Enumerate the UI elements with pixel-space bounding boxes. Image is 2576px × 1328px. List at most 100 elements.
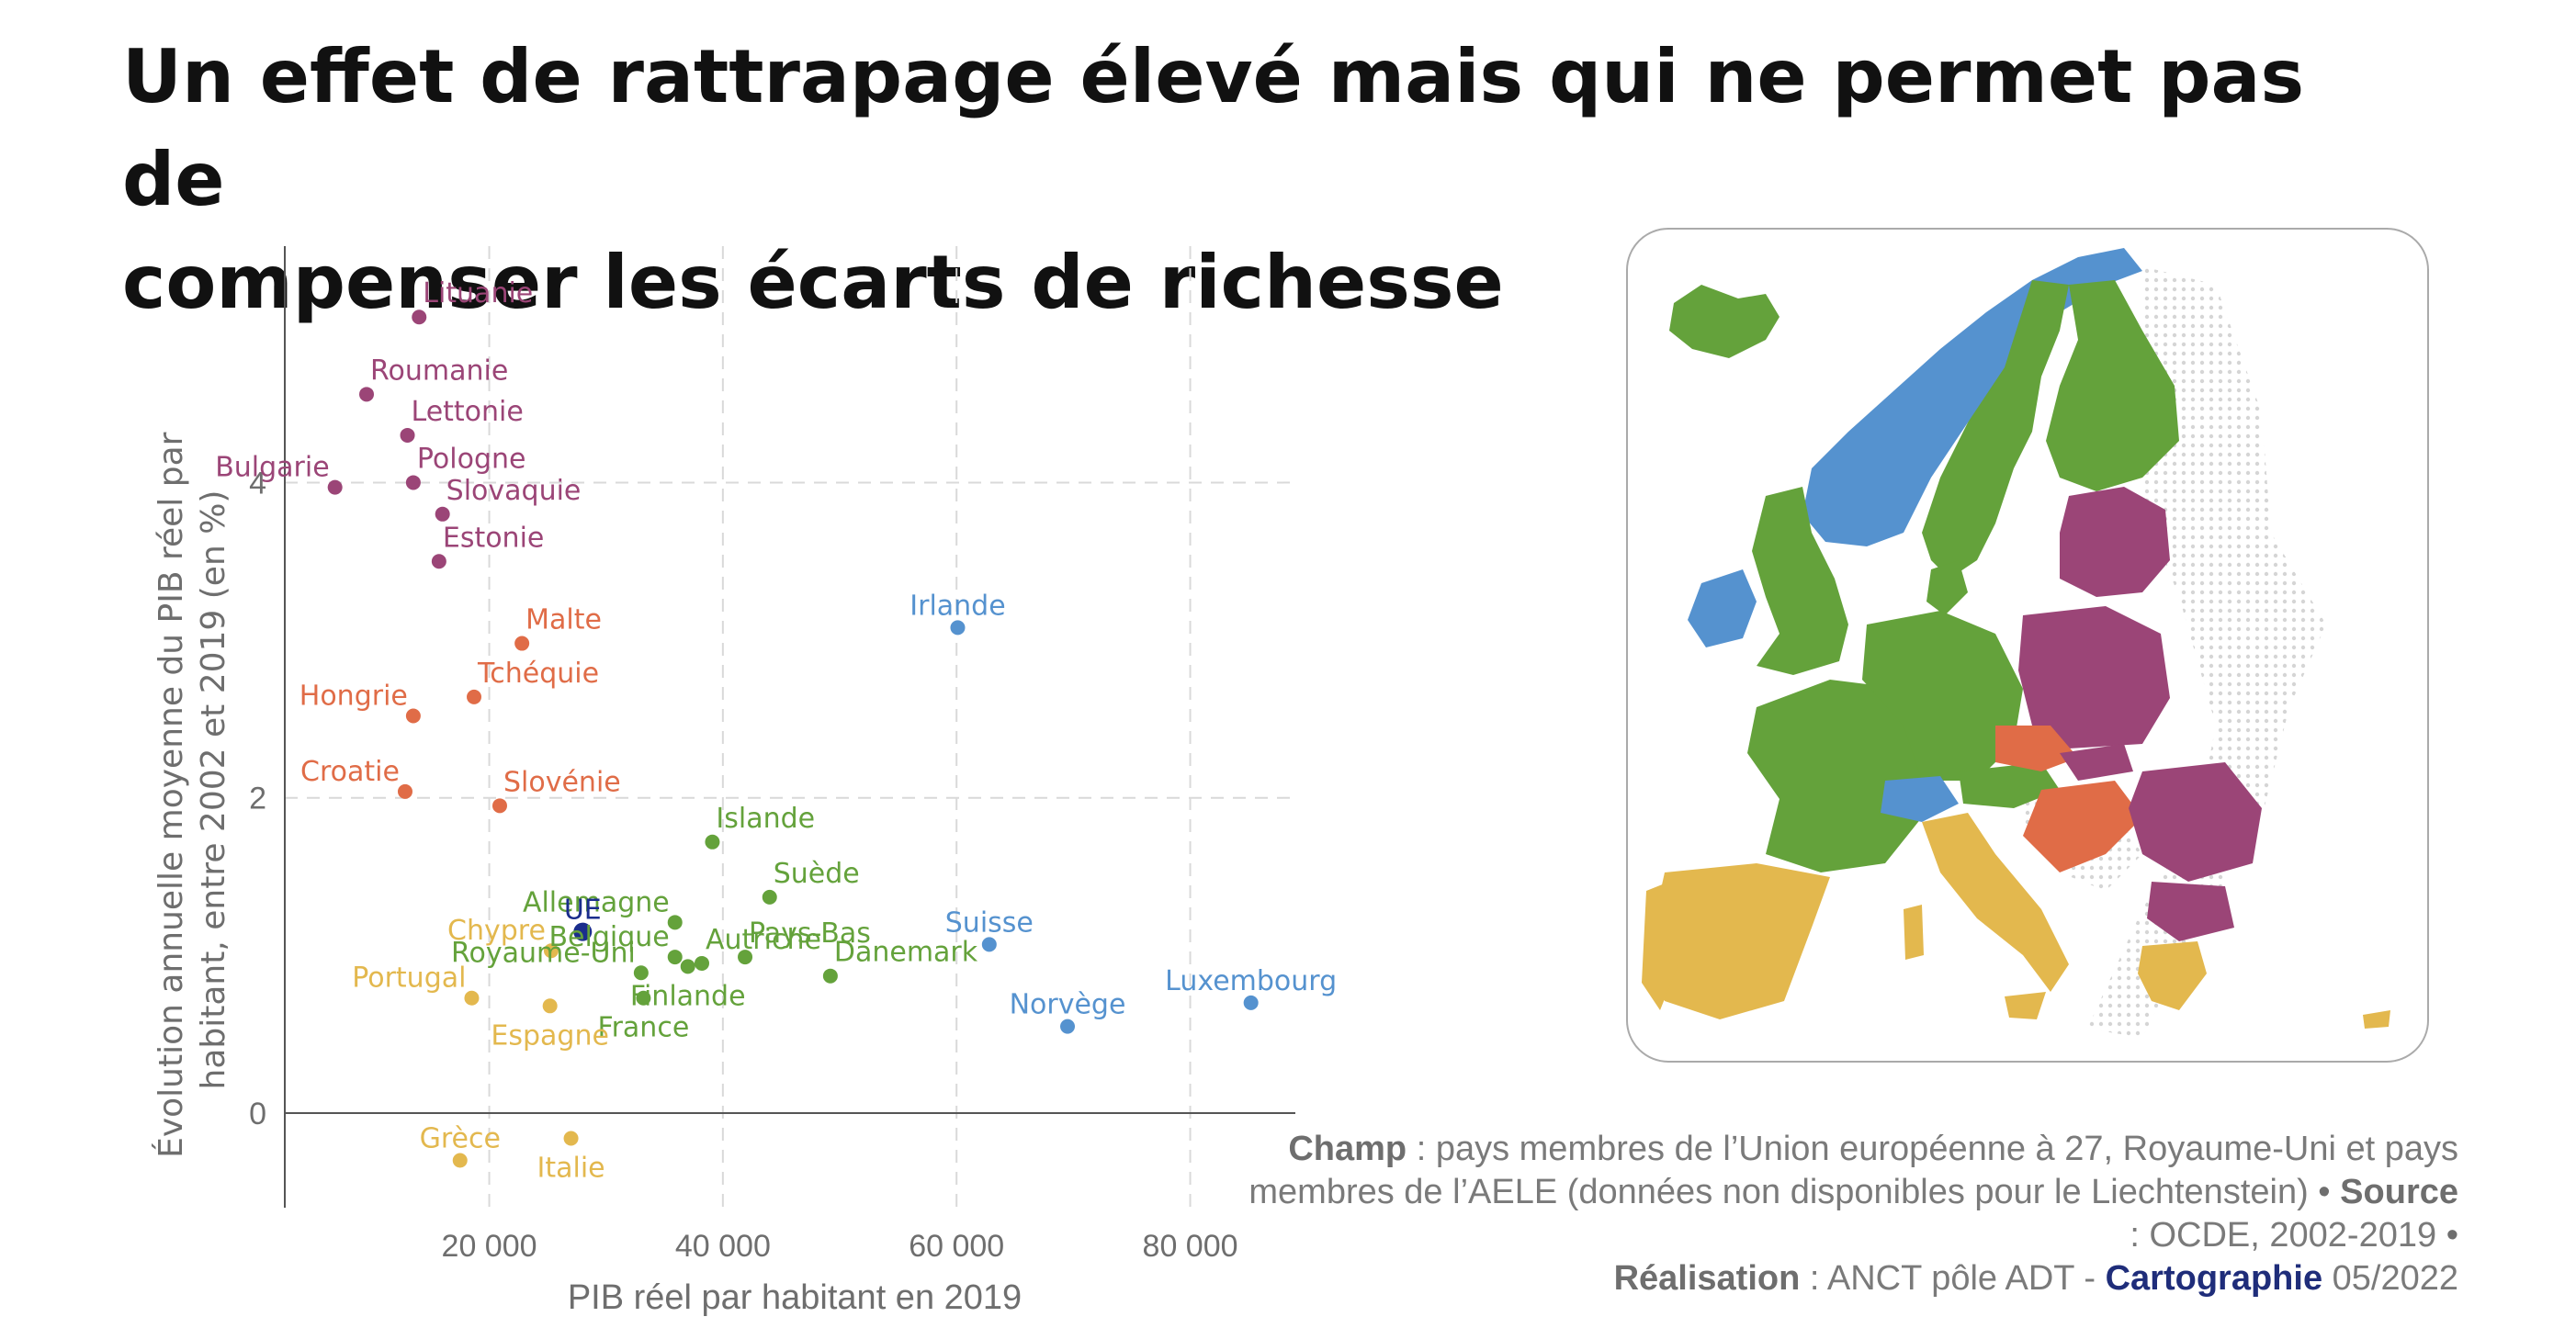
- point-ue: [573, 922, 593, 941]
- x-tick-label: 80 000: [1143, 1229, 1238, 1264]
- label-ue: UE: [564, 895, 602, 927]
- label-allemagne: Allemagne: [523, 886, 670, 918]
- point-pologne: [405, 475, 421, 490]
- map-portugal: [1642, 882, 1678, 1010]
- y-tick-label: 4: [249, 466, 266, 501]
- label-su-de: Suède: [774, 858, 860, 890]
- map-poland: [2018, 606, 2170, 748]
- point-islande: [705, 834, 720, 850]
- label-gr-ce: Grèce: [420, 1123, 501, 1155]
- point-slov-nie: [491, 798, 507, 814]
- map-baltics: [2060, 487, 2170, 597]
- label-roumanie: Roumanie: [370, 355, 508, 387]
- europe-map: [1642, 248, 2390, 1038]
- y-axis-label-line-1: Évolution annuelle moyenne du PIB réel p…: [152, 432, 190, 1158]
- point-tch-quie: [467, 689, 482, 704]
- point-luxembourg: [1243, 995, 1259, 1010]
- data-points: [327, 309, 1259, 1168]
- point-lituanie: [412, 309, 427, 325]
- label-slov-nie: Slovénie: [503, 766, 621, 798]
- point-chypre: [543, 943, 559, 959]
- label-pologne: Pologne: [417, 443, 526, 475]
- title-line-2: compenser les écarts de richesse: [122, 240, 1504, 325]
- label-malte: Malte: [525, 604, 602, 636]
- point-estonie: [431, 554, 446, 569]
- source-label: Source: [2340, 1173, 2458, 1211]
- point-italie: [563, 1131, 579, 1146]
- y-axis-label: Évolution annuelle moyenne du PIB réel p…: [152, 422, 232, 1158]
- map-italy: [1922, 813, 2069, 992]
- label-lettonie: Lettonie: [412, 396, 524, 428]
- point-slovaquie: [435, 506, 450, 522]
- point-portugal: [464, 990, 480, 1006]
- point-danemark: [822, 968, 838, 984]
- map-sweden: [1922, 280, 2069, 579]
- x-tick-label: 20 000: [442, 1229, 537, 1264]
- date-text: 05/2022: [2322, 1259, 2458, 1298]
- map-hungary-croatia-slovenia: [2023, 781, 2142, 872]
- tick-labels: 20 000 40 000 60 000 80 000 0 2 4: [249, 466, 1237, 1264]
- bullet-1: •: [2318, 1173, 2331, 1211]
- x-axis-label: PIB réel par habitant en 2019: [568, 1278, 1022, 1317]
- point-autriche: [694, 955, 709, 971]
- label-hongrie: Hongrie: [299, 680, 408, 712]
- point-roumanie: [359, 387, 375, 402]
- point-bulgarie: [327, 479, 343, 495]
- label-autriche: Autriche: [706, 924, 821, 956]
- y-tick-label: 0: [249, 1097, 266, 1131]
- axes: [284, 246, 1295, 1208]
- map-cyprus: [2363, 1010, 2390, 1029]
- map-czechia: [1995, 726, 2078, 771]
- label-belgique: Belgique: [548, 921, 669, 953]
- label-irlande: Irlande: [910, 590, 1005, 622]
- map-france: [1747, 680, 1931, 872]
- label-croatie: Croatie: [300, 756, 400, 788]
- map-benelux-germany: [1862, 611, 2023, 781]
- map-iceland: [1669, 285, 1779, 358]
- label-pays-bas: Pays-Bas: [749, 917, 871, 950]
- map-greece: [2138, 941, 2207, 1010]
- label-bulgarie: Bulgarie: [215, 452, 329, 484]
- map-denmark: [1926, 560, 1968, 615]
- europe-map-panel: [1626, 228, 2429, 1063]
- map-austria: [1959, 762, 2060, 808]
- label-france: France: [598, 1012, 690, 1044]
- point-finlande: [680, 959, 695, 974]
- y-axis-label-line-2: habitant, entre 2002 et 2019 (en %): [195, 490, 232, 1090]
- point-croatie: [397, 783, 412, 799]
- map-finland: [2046, 280, 2179, 491]
- map-uk: [1752, 487, 1848, 675]
- realisation-text: : ANCT pôle ADT -: [1800, 1259, 2106, 1298]
- label-chypre: Chypre: [447, 915, 546, 947]
- source-text: : OCDE, 2002-2019: [2130, 1216, 2446, 1255]
- champ-label: Champ: [1288, 1130, 1407, 1168]
- realisation-label: Réalisation: [1613, 1259, 1801, 1298]
- point-royaume-uni: [633, 965, 649, 981]
- map-spain: [1646, 863, 1830, 1019]
- map-slovakia: [2060, 744, 2133, 781]
- label-tch-quie: Tchéquie: [477, 658, 599, 690]
- bullet-2: •: [2446, 1216, 2458, 1255]
- map-ireland: [1688, 569, 1757, 647]
- grid-lines: [285, 246, 1295, 1208]
- label-norv-ge: Norvège: [1010, 989, 1126, 1021]
- label-luxembourg: Luxembourg: [1165, 965, 1337, 997]
- label-finlande: Finlande: [630, 980, 746, 1012]
- point-suisse: [981, 937, 997, 952]
- x-tick-label: 60 000: [909, 1229, 1004, 1264]
- map-sardinia: [1904, 905, 1924, 960]
- label-italie: Italie: [537, 1152, 604, 1184]
- point-malte: [514, 636, 530, 651]
- label-portugal: Portugal: [352, 962, 466, 995]
- label-lituanie: Lituanie: [423, 277, 533, 309]
- label-royaume-uni: Royaume-Uni: [451, 937, 636, 969]
- brand-label: Cartographie: [2105, 1259, 2323, 1298]
- map-bulgaria: [2147, 882, 2234, 941]
- point-belgique: [667, 950, 683, 965]
- page-title: Un effet de rattrapage élevé mais qui ne…: [122, 26, 2419, 334]
- label-estonie: Estonie: [443, 522, 545, 554]
- title-line-1: Un effet de rattrapage élevé mais qui ne…: [122, 34, 2305, 222]
- point-su-de: [762, 889, 777, 905]
- label-slovaquie: Slovaquie: [446, 475, 582, 507]
